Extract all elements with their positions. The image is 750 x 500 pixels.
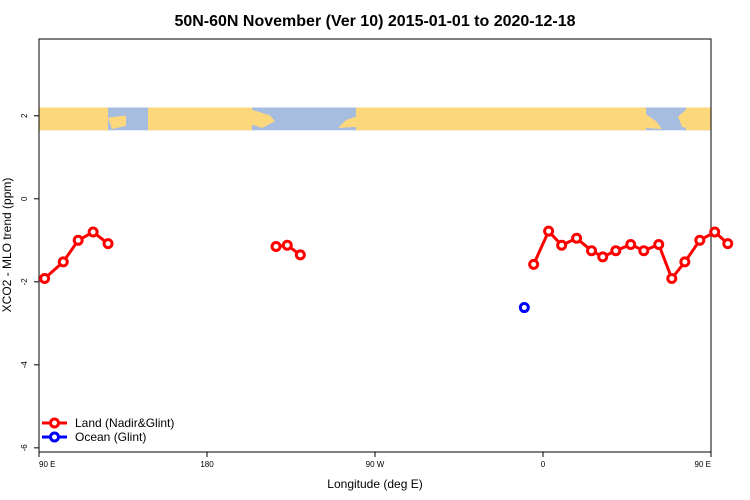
- series-1: [518, 302, 530, 314]
- legend-item-land: Land (Nadir&Glint): [42, 416, 174, 430]
- legend-label-land: Land (Nadir&Glint): [75, 416, 174, 430]
- data-point: [294, 249, 306, 261]
- data-point: [709, 226, 721, 238]
- data-point: [597, 251, 609, 263]
- series-0: [39, 225, 734, 284]
- legend-marker-land: [49, 417, 60, 429]
- series-layer: [39, 225, 734, 314]
- data-point: [543, 225, 555, 237]
- data-point: [586, 245, 598, 257]
- x-tick-label: 90 W: [366, 460, 385, 469]
- y-axis-label: XCO2 - MLO trend (ppm): [0, 178, 14, 313]
- x-tick-label: 180: [200, 460, 214, 469]
- legend-item-ocean: Ocean (Glint): [42, 430, 146, 444]
- legend-marker-ocean: [49, 431, 60, 443]
- legend: Land (Nadir&Glint) Ocean (Glint): [42, 416, 174, 444]
- y-tick-label: -4: [20, 361, 29, 369]
- data-point: [102, 238, 114, 250]
- y-tick-label: 0: [20, 196, 29, 201]
- x-tick-label: 0: [541, 460, 546, 469]
- chart-title: 50N-60N November (Ver 10) 2015-01-01 to …: [174, 13, 575, 30]
- map-strip: [39, 107, 711, 131]
- data-point: [556, 239, 568, 251]
- x-tick-label: 90 E: [39, 460, 55, 469]
- data-point: [694, 234, 706, 246]
- data-point: [653, 238, 665, 250]
- map-strip-land: [39, 107, 711, 131]
- data-point: [57, 256, 69, 268]
- data-point: [610, 245, 622, 257]
- data-point: [722, 238, 734, 250]
- y-axis: 2 0 -2 -4 -6: [20, 113, 39, 451]
- data-point: [625, 238, 637, 250]
- data-point: [270, 241, 282, 253]
- data-point: [571, 232, 583, 244]
- x-tick-label: 90 E: [695, 460, 711, 469]
- data-point: [666, 272, 678, 284]
- data-point: [679, 256, 691, 268]
- y-tick-label: 2: [20, 113, 29, 118]
- legend-label-ocean: Ocean (Glint): [75, 430, 146, 444]
- data-point: [638, 245, 650, 257]
- data-point: [281, 239, 293, 251]
- data-point: [72, 234, 84, 246]
- y-tick-label: -6: [20, 444, 29, 452]
- x-axis-label: Longitude (deg E): [327, 477, 422, 491]
- plot-frame: [38, 38, 712, 453]
- data-point: [39, 272, 51, 284]
- y-tick-label: -2: [20, 278, 29, 286]
- data-point: [87, 226, 99, 238]
- data-point: [518, 302, 530, 314]
- data-point: [528, 258, 540, 270]
